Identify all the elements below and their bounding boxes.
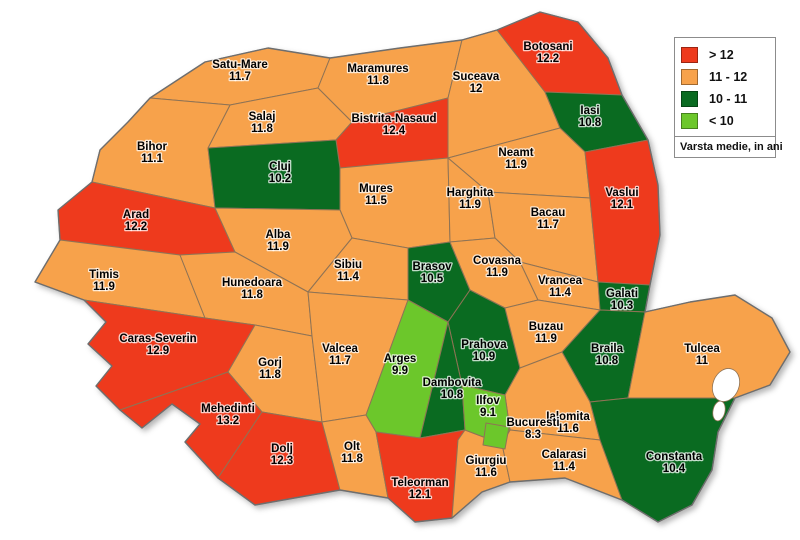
county-label-iasi: Iasi 10.8 [579, 105, 602, 129]
legend-item-10-11: 10 - 11 [681, 88, 769, 110]
county-label-hunedoara: Hunedoara 11.8 [222, 277, 283, 301]
county-label-constanta: Constanta 10.4 [646, 451, 703, 475]
legend-swatch-darkgreen [681, 91, 698, 107]
county-label-bihor: Bihor 11.1 [137, 141, 168, 165]
county-label-arad: Arad 12.2 [123, 209, 149, 233]
lagoon-small [712, 400, 726, 422]
county-label-covasna: Covasna 11.9 [473, 255, 522, 279]
county-label-bacau: Bacau 11.7 [531, 207, 566, 231]
county-vaslui [584, 139, 661, 286]
county-label-dolj: Dolj 12.3 [271, 443, 293, 467]
county-label-gorj: Gorj 11.8 [258, 357, 282, 381]
county-label-braila: Braila 10.8 [591, 343, 624, 367]
country-shape [34, 11, 791, 523]
county-label-botosani: Botosani 12.2 [523, 41, 572, 65]
county-label-teleorman: Teleorman 12.1 [391, 477, 448, 501]
county-label-cluj: Cluj 10.2 [269, 161, 291, 185]
county-label-mures: Mures 11.5 [359, 183, 393, 207]
legend: > 12 11 - 12 10 - 11 < 10 Varsta medie, … [674, 37, 783, 158]
county-label-timis: Timis 11.9 [89, 269, 119, 293]
legend-item-11-12: 11 - 12 [681, 66, 769, 88]
county-label-bistrita-nasaud: Bistrita-Nasaud 12.4 [352, 113, 437, 137]
county-label-suceava: Suceava 12 [453, 71, 500, 95]
county-label-vaslui: Vaslui 12.1 [605, 187, 638, 211]
county-mures [339, 157, 451, 249]
lagoon-razim [711, 368, 741, 402]
county-teleorman [375, 429, 466, 523]
legend-item-gt12: > 12 [681, 44, 769, 66]
county-label-ilfov: Ilfov 9.1 [476, 395, 500, 419]
county-label-olt: Olt 11.8 [341, 441, 363, 465]
county-label-arges: Arges 9.9 [384, 353, 417, 377]
county-label-galati: Galati 10.3 [606, 288, 638, 312]
legend-label: > 12 [709, 48, 734, 62]
legend-swatch-lightgreen [681, 113, 698, 129]
county-label-brasov: Brasov 10.5 [413, 261, 453, 285]
county-labels-layer: Satu-Mare 11.7 Maramures 11.8 Suceava 12 Botos… [88, 40, 722, 503]
county-label-sibiu: Sibiu 11.4 [334, 259, 362, 283]
counties-layer [34, 11, 791, 523]
legend-item-lt10: < 10 [681, 110, 769, 132]
legend-swatch-red [681, 47, 698, 63]
county-label-dambovita: Dambovita 10.8 [423, 377, 482, 401]
legend-main: > 12 11 - 12 10 - 11 < 10 [675, 38, 775, 136]
county-label-bucuresti: Bucuresti 8.3 [506, 417, 559, 441]
legend-label: 11 - 12 [709, 70, 748, 84]
county-label-vrancea: Vrancea 11.4 [538, 275, 583, 299]
county-label-mehedinti: Mehedinti 13.2 [201, 403, 255, 427]
county-label-salaj: Salaj 11.8 [249, 111, 276, 135]
county-label-giurgiu: Giurgiu 11.6 [466, 455, 507, 479]
county-label-tulcea: Tulcea 11 [684, 343, 720, 367]
legend-caption: Varsta medie, in ani [675, 136, 783, 157]
county-label-valcea: Valcea 11.7 [322, 343, 358, 367]
county-label-ialomita: Ialomita 11.6 [546, 411, 590, 435]
legend-label: < 10 [709, 114, 734, 128]
county-label-alba: Alba 11.9 [266, 229, 292, 253]
county-label-calarasi: Calarasi 11.4 [542, 449, 587, 473]
county-bucuresti [482, 422, 510, 450]
county-label-buzau: Buzau 11.9 [529, 321, 564, 345]
legend-label: 10 - 11 [709, 92, 748, 106]
county-label-caras-severin: Caras-Severin 12.9 [119, 333, 196, 357]
county-label-satu-mare: Satu-Mare 11.7 [212, 59, 268, 83]
country-outline [34, 11, 791, 523]
county-label-harghita: Harghita 11.9 [447, 187, 494, 211]
county-label-maramures: Maramures 11.8 [347, 63, 408, 87]
legend-swatch-orange [681, 69, 698, 85]
county-label-prahova: Prahova 10.9 [461, 339, 507, 363]
county-label-neamt: Neamt 11.9 [498, 147, 533, 171]
